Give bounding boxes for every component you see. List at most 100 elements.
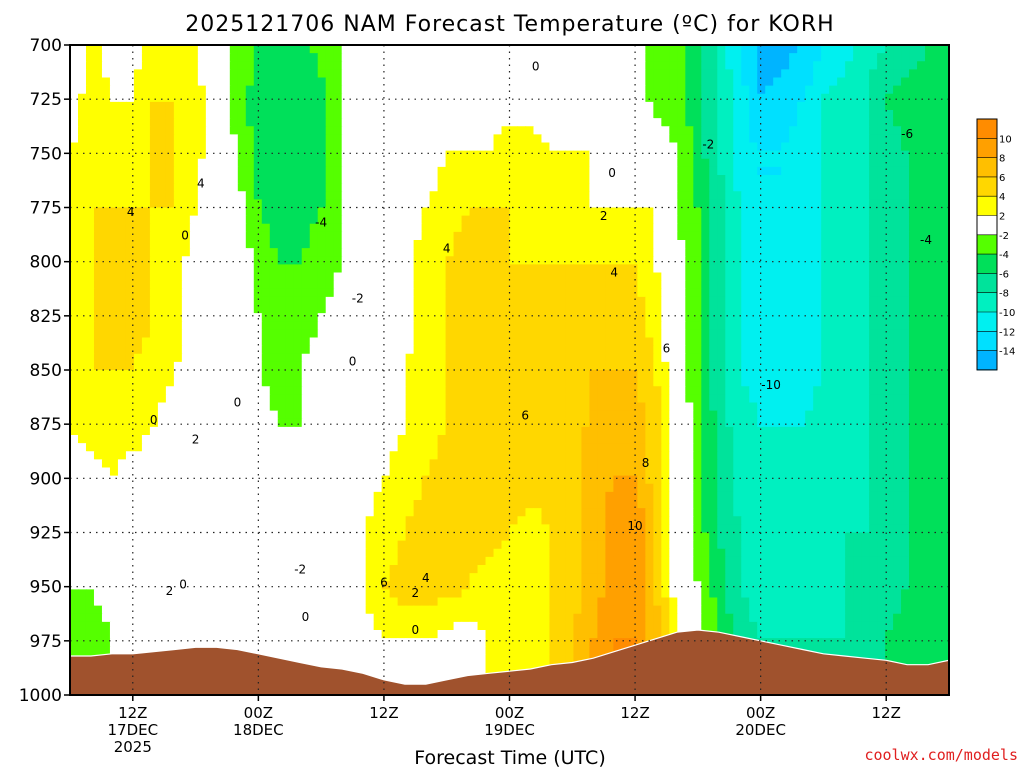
field-cell	[109, 77, 119, 87]
field-cell	[925, 175, 934, 184]
field-cell	[493, 223, 503, 233]
field-cell	[653, 264, 662, 274]
field-cell	[405, 264, 415, 274]
field-cell	[117, 248, 127, 257]
field-cell	[693, 183, 702, 192]
field-cell	[357, 370, 367, 379]
field-cell	[549, 93, 559, 103]
field-cell	[925, 53, 934, 62]
field-cell	[525, 386, 535, 395]
field-cell	[437, 183, 447, 192]
field-cell	[741, 158, 750, 168]
field-cell	[397, 386, 407, 395]
field-cell	[885, 191, 894, 200]
field-cell	[149, 361, 159, 371]
field-cell	[941, 378, 950, 387]
field-cell	[805, 93, 814, 103]
field-cell	[797, 240, 806, 249]
field-cell	[829, 61, 838, 70]
field-cell	[125, 410, 135, 420]
field-cell	[165, 118, 175, 127]
field-cell	[261, 223, 271, 233]
field-cell	[197, 110, 207, 119]
field-cell	[669, 207, 678, 217]
field-cell	[309, 280, 319, 290]
field-cell	[277, 93, 287, 103]
field-cell	[581, 215, 591, 225]
field-cell	[189, 370, 199, 379]
field-cell	[789, 272, 798, 282]
field-cell	[197, 353, 207, 363]
field-cell	[341, 183, 351, 192]
field-cell	[725, 313, 734, 322]
field-cell	[789, 61, 798, 70]
field-cell	[941, 231, 950, 241]
field-cell	[629, 215, 638, 225]
field-cell	[277, 256, 287, 265]
field-cell	[789, 223, 798, 233]
field-cell	[133, 248, 143, 257]
field-cell	[589, 175, 598, 184]
field-cell	[189, 199, 199, 209]
field-cell	[917, 288, 926, 298]
field-cell	[541, 370, 551, 379]
field-cell	[749, 134, 758, 144]
field-cell	[501, 394, 511, 404]
field-cell	[861, 305, 870, 314]
field-cell	[141, 353, 151, 363]
field-cell	[197, 199, 207, 209]
field-cell	[773, 231, 782, 241]
field-cell	[421, 110, 431, 119]
field-cell	[485, 134, 495, 144]
field-cell	[541, 386, 551, 395]
field-cell	[861, 126, 870, 135]
field-cell	[413, 394, 423, 404]
field-cell	[661, 337, 670, 347]
field-cell	[701, 142, 710, 152]
field-cell	[877, 77, 886, 87]
field-cell	[933, 223, 942, 233]
field-cell	[213, 175, 223, 184]
field-cell	[381, 321, 391, 330]
field-cell	[117, 386, 127, 395]
field-cell	[717, 134, 726, 144]
field-cell	[773, 150, 782, 160]
field-cell	[749, 118, 758, 127]
field-cell	[917, 361, 926, 371]
field-cell	[437, 329, 447, 339]
field-cell	[405, 207, 415, 217]
field-cell	[885, 61, 894, 70]
field-cell	[661, 85, 670, 95]
field-cell	[621, 61, 630, 70]
field-cell	[245, 296, 255, 306]
field-cell	[381, 175, 391, 184]
field-cell	[709, 329, 718, 339]
field-cell	[493, 240, 503, 249]
field-cell	[581, 53, 591, 62]
field-cell	[821, 215, 830, 225]
field-cell	[101, 158, 111, 168]
field-cell	[893, 45, 902, 54]
field-cell	[781, 158, 790, 168]
field-cell	[253, 118, 263, 127]
field-cell	[373, 361, 383, 371]
field-cell	[485, 353, 495, 363]
field-cell	[789, 386, 798, 395]
field-cell	[181, 240, 191, 249]
field-cell	[421, 134, 431, 144]
field-cell	[861, 288, 870, 298]
field-cell	[70, 231, 79, 241]
field-cell	[85, 134, 95, 144]
field-cell	[421, 118, 431, 127]
field-cell	[429, 402, 439, 412]
field-cell	[485, 394, 495, 404]
field-cell	[621, 85, 630, 95]
field-cell	[525, 264, 535, 274]
field-cell	[909, 337, 918, 347]
field-cell	[709, 345, 718, 355]
field-cell	[709, 248, 718, 257]
field-cell	[573, 134, 583, 144]
field-cell	[789, 158, 798, 168]
field-cell	[701, 296, 710, 306]
field-cell	[405, 45, 415, 54]
